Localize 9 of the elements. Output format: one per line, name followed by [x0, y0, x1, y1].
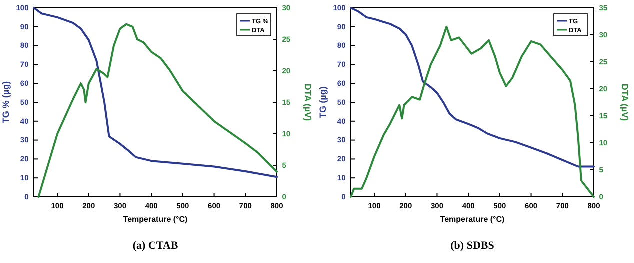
x-axis-title: Temperature (°C) [123, 215, 188, 224]
y-axis-title: TG (µg) [318, 86, 328, 118]
y-axis-title: TG % (µg) [1, 81, 11, 124]
y2-axis-title: DTA (µV) [303, 84, 313, 122]
text: (b) SDBS [450, 240, 494, 252]
text: (a) CTAB [132, 240, 179, 252]
y2-axis-title: DTA (µV) [620, 84, 630, 122]
x-axis-title: Temperature (°C) [440, 215, 506, 224]
line-series [38, 23, 278, 198]
